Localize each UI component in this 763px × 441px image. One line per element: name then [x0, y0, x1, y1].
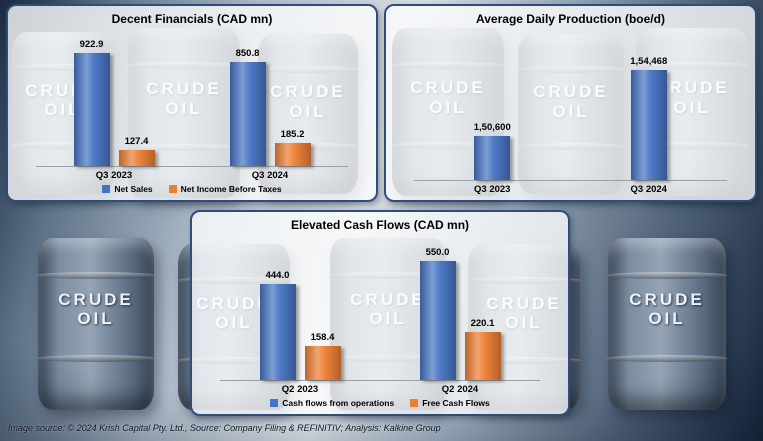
legend-swatch-icon [270, 399, 279, 407]
bar-value-label: 1,54,468 [630, 56, 668, 68]
legend-item: Cash flows from operations [270, 398, 394, 408]
legend: Net Sales Net Income Before Taxes [16, 182, 368, 196]
bar [419, 260, 456, 380]
legend-item: Net Income Before Taxes [168, 184, 282, 194]
bar [474, 135, 511, 180]
bar-slot: 444.0 [259, 250, 296, 380]
bar-value-label: 922.9 [79, 39, 104, 51]
category-label: Q3 2024 [251, 170, 289, 181]
bar [259, 283, 296, 380]
category-label: Q2 2024 [441, 384, 479, 395]
chart-title: Average Daily Production (boe/d) [476, 12, 665, 26]
barrel-ridge [36, 354, 156, 362]
bar-slot: 220.1 [464, 250, 501, 380]
chart-panel-financials: Decent Financials (CAD mn) 922.9 127.4 850… [6, 4, 378, 202]
legend-label: Net Sales [114, 184, 153, 194]
bar-value-label: 1,50,600 [473, 121, 511, 133]
bar-value-label: 158.4 [310, 331, 335, 343]
bar [229, 62, 266, 166]
bar-slot: 1,54,468 [630, 44, 668, 180]
category-label: Q3 2023 [95, 170, 133, 181]
chart-title: Decent Financials (CAD mn) [111, 12, 273, 26]
chart-panel-cashflows: Elevated Cash Flows (CAD mn) 444.0 158.4 5… [190, 210, 570, 416]
barrel-ridge [606, 272, 728, 280]
category-label: Q2 2023 [281, 384, 319, 395]
legend-label: Cash flows from operations [282, 398, 395, 408]
barrel-ridge [36, 272, 156, 280]
bar-value-label: 220.1 [470, 318, 495, 330]
bar-value-label: 850.8 [235, 48, 260, 60]
category-label: Q3 2023 [474, 184, 511, 195]
legend-swatch-icon [410, 399, 419, 407]
bar-slot: 127.4 [118, 44, 155, 166]
category-axis: Q3 2023 Q3 2024 [36, 167, 348, 182]
bar-slot: 922.9 [73, 39, 110, 166]
bar-slot: 850.8 [229, 44, 266, 166]
legend-item: Net Sales [102, 184, 153, 194]
plot-area: 1,50,600 1,54,468 [414, 44, 727, 181]
bar [304, 345, 341, 380]
bar [464, 332, 501, 380]
legend-swatch-icon [102, 185, 111, 193]
bar-slot: 1,50,600 [473, 44, 511, 180]
category-axis: Q3 2023 Q3 2024 [414, 181, 727, 196]
bar-group: 550.0 220.1 [419, 246, 501, 380]
bar-group: 1,54,468 [630, 44, 668, 180]
bar-value-label: 550.0 [425, 246, 450, 258]
legend-label: Free Cash Flows [422, 398, 490, 408]
chart-panel-production: Average Daily Production (boe/d) 1,50,60… [384, 4, 757, 202]
chart-title: Elevated Cash Flows (CAD mn) [290, 218, 470, 232]
bar [118, 150, 155, 166]
image-source-credit: Image source: © 2024 Krish Capital Pty. … [8, 423, 441, 433]
bar-slot: 550.0 [419, 246, 456, 380]
plot-area: 444.0 158.4 550.0 220.1 [220, 246, 540, 381]
bar-value-label: 444.0 [265, 269, 290, 281]
plot-area: 922.9 127.4 850.8 185.2 [36, 39, 348, 167]
legend-swatch-icon [168, 185, 177, 193]
legend: Cash flows from operations Free Cash Flow… [200, 396, 560, 410]
bar [73, 53, 110, 166]
bar-group: 1,50,600 [473, 44, 511, 180]
category-axis: Q2 2023 Q2 2024 [220, 381, 540, 396]
bar-group: 850.8 185.2 [229, 44, 311, 166]
bar-value-label: 127.4 [124, 136, 149, 148]
legend-item: Free Cash Flows [410, 398, 490, 408]
category-label: Q3 2024 [630, 184, 667, 195]
bar-value-label: 185.2 [280, 129, 305, 141]
bar-group: 922.9 127.4 [73, 39, 155, 166]
legend-label: Net Income Before Taxes [180, 184, 282, 194]
bar-group: 444.0 158.4 [259, 250, 341, 380]
bar [274, 143, 311, 166]
bar-slot: 185.2 [274, 44, 311, 166]
bar-slot: 158.4 [304, 250, 341, 380]
bar [630, 70, 667, 180]
barrel-ridge [606, 354, 728, 362]
